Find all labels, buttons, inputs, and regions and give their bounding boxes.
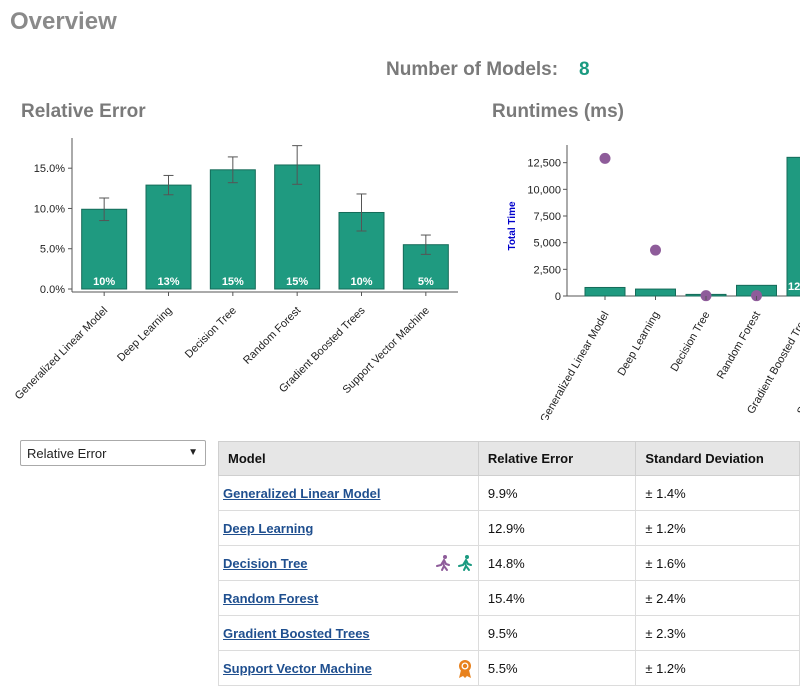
runtime-point-decision-tree <box>700 290 712 302</box>
relative-error-cell: 15.4% <box>477 580 637 616</box>
standard-deviation-cell: ± 1.6% <box>635 545 800 581</box>
x-tick-label: Generalized Linear Model <box>13 305 111 403</box>
y-tick-label: 10,000 <box>527 184 561 196</box>
y-tick-label: 12,500 <box>527 158 561 170</box>
model-cell: Deep Learning <box>218 510 479 546</box>
data-label: 15% <box>286 276 308 288</box>
runtimes-title: Runtimes (ms) <box>492 101 624 122</box>
metric-select[interactable]: Relative Error ▼ <box>20 440 206 466</box>
model-cell: Support Vector Machine <box>218 650 479 686</box>
bar-decision-tree <box>209 169 256 290</box>
y-tick-label: 0.0% <box>40 284 65 296</box>
y-tick-label: 5,000 <box>533 238 561 250</box>
x-tick-label: Generalized Linear Model <box>538 310 611 421</box>
x-tick-label: Decision Tree <box>183 305 239 361</box>
data-label: 10% <box>93 276 115 288</box>
x-tick-label: Decision Tree <box>669 310 713 374</box>
x-tick-label: Random Forest <box>241 305 303 367</box>
data-label: 10% <box>350 276 372 288</box>
results-table: Model Relative Error Standard Deviation … <box>218 441 800 686</box>
data-label: 15% <box>222 276 244 288</box>
model-link-random-forest[interactable]: Random Forest <box>223 590 319 606</box>
relative-error-cell: 9.9% <box>477 475 637 511</box>
relative-error-cell: 12.9% <box>477 510 637 546</box>
runner-purple-icon <box>434 554 452 572</box>
standard-deviation-cell: ± 2.3% <box>635 615 800 651</box>
relative-error-cell: 14.8% <box>477 545 637 581</box>
chevron-down-icon: ▼ <box>188 447 198 458</box>
y-tick-label: 15.0% <box>34 163 65 175</box>
relative-error-cell: 9.5% <box>477 615 637 651</box>
runtime-point-generalized-linear-model <box>599 152 611 164</box>
table-row: Decision Tree 14.8% ± 1.6% <box>218 545 800 581</box>
model-cell: Generalized Linear Model <box>218 475 479 511</box>
model-link-generalized-linear-model[interactable]: Generalized Linear Model <box>223 485 381 501</box>
relative-error-chart: 0.0% 5.0% 10.0% 15.0% 10% Generalized Linear … <box>13 138 458 403</box>
model-link-support-vector-machine[interactable]: Support Vector Machine <box>223 660 372 676</box>
table-header-row: Model Relative Error Standard Deviation <box>218 441 800 476</box>
table-row: Deep Learning 12.9% ± 1.2% <box>218 510 800 546</box>
data-label: 13% <box>157 276 179 288</box>
runtime-bar-gradient-boosted-trees <box>786 156 800 297</box>
y-tick-label: 7,500 <box>533 211 561 223</box>
model-link-gradient-boosted-trees[interactable]: Gradient Boosted Trees <box>223 625 370 641</box>
column-header-model[interactable]: Model <box>218 441 479 476</box>
model-cell: Random Forest <box>218 580 479 616</box>
num-models-label: Number of Models: <box>386 59 559 80</box>
runtime-bar-generalized-linear-model <box>584 286 626 297</box>
relative-error-cell: 5.5% <box>477 650 637 686</box>
model-cell: Decision Tree <box>218 545 479 581</box>
runtime-point-random-forest <box>751 290 762 302</box>
standard-deviation-cell: ± 1.2% <box>635 510 800 546</box>
bar-generalized-linear-model <box>81 208 128 290</box>
table-row: Generalized Linear Model 9.9% ± 1.4% <box>218 475 800 511</box>
bar-deep-learning <box>145 184 192 290</box>
table-row: Random Forest 15.4% ± 2.4% <box>218 580 800 616</box>
y-tick-label: 2,500 <box>533 264 561 276</box>
table-row: Gradient Boosted Trees 9.5% ± 2.3% <box>218 615 800 651</box>
data-label: 5% <box>418 276 434 288</box>
model-link-deep-learning[interactable]: Deep Learning <box>223 520 314 536</box>
model-link-decision-tree[interactable]: Decision Tree <box>223 555 308 571</box>
x-tick-label: Deep Learning <box>115 305 175 365</box>
runner-teal-icon <box>456 554 474 572</box>
y-tick-label: 5.0% <box>40 244 65 256</box>
row-icons <box>456 659 474 679</box>
row-icons <box>434 554 474 572</box>
y-axis-label: Total Time <box>507 201 518 251</box>
table-row: Support Vector Machine 5.5% ± 1.2% <box>218 650 800 686</box>
column-header-relative-error[interactable]: Relative Error <box>477 441 637 476</box>
standard-deviation-cell: ± 1.4% <box>635 475 800 511</box>
runtime-bar-deep-learning <box>635 288 676 297</box>
page-title: Overview <box>10 8 117 35</box>
relative-error-title: Relative Error <box>21 101 146 122</box>
model-cell: Gradient Boosted Trees <box>218 615 479 651</box>
x-tick-label: Deep Learning <box>616 310 662 379</box>
runtimes-chart: Total Time 0 2,500 5,000 7,500 10,000 12,500 Ge… <box>507 145 800 421</box>
runtime-bar-label: 12 <box>788 281 800 293</box>
num-models-value: 8 <box>579 59 590 80</box>
metric-select-value: Relative Error <box>27 446 107 461</box>
standard-deviation-cell: ± 2.4% <box>635 580 800 616</box>
x-tick-label: Random Forest <box>715 310 763 382</box>
y-tick-label: 10.0% <box>34 203 65 215</box>
column-header-standard-deviation[interactable]: Standard Deviation <box>635 441 800 476</box>
standard-deviation-cell: ± 1.2% <box>635 650 800 686</box>
award-ribbon-icon <box>456 659 474 679</box>
runtime-point-deep-learning <box>650 244 661 256</box>
y-tick-label: 0 <box>555 291 561 303</box>
